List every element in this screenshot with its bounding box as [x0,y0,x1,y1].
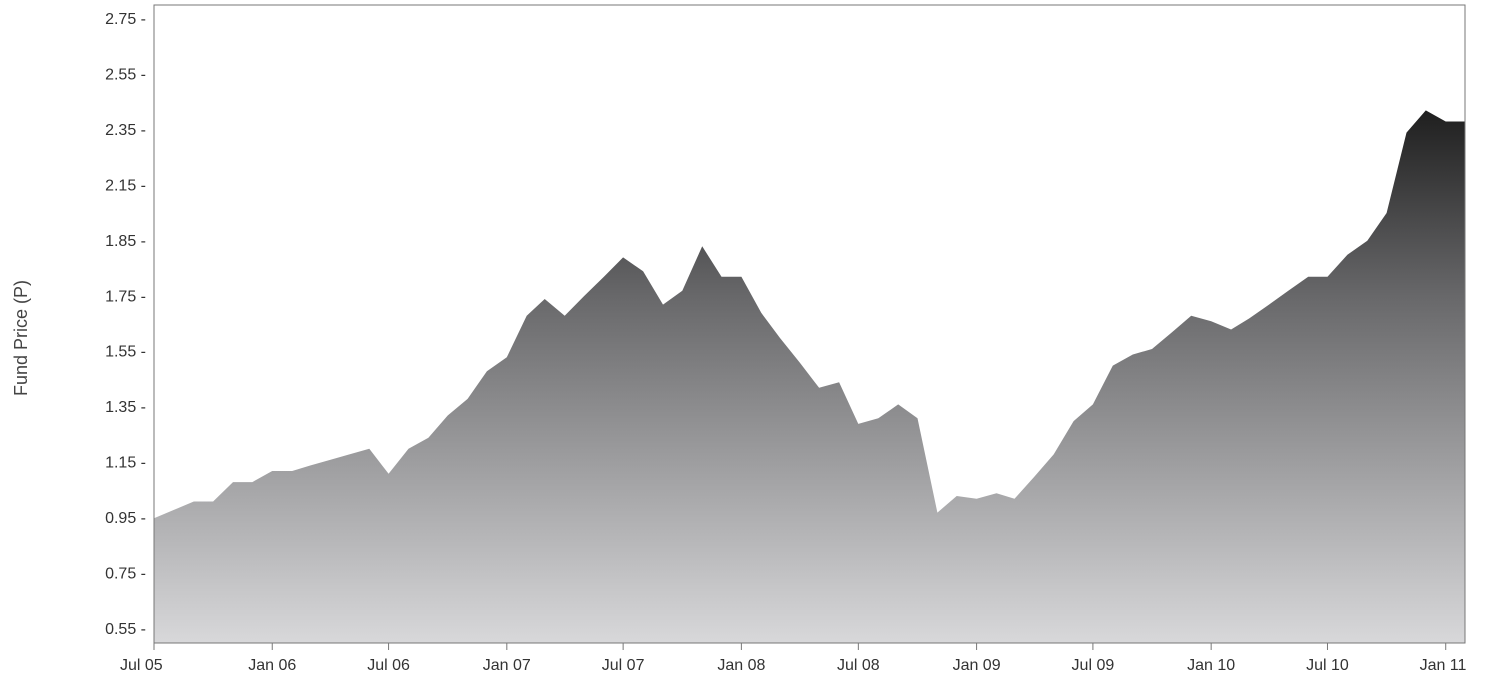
y-tick-label: 2.55 - [105,66,146,83]
plot-area [153,4,1466,644]
y-tick-label: 1.15 - [105,455,146,472]
x-tick-label: Jan 09 [953,657,1001,674]
x-axis-ticks: Jul 05 Jan 06 Jul 06 Jan 07 Jul 07 Jan 08 Jul … [120,643,1467,674]
y-tick-label: 2.35 - [105,122,146,139]
x-tick-label: Jul 08 [837,657,880,674]
x-tick-label: Jan 07 [483,657,531,674]
x-tick-label: Jan 10 [1187,657,1235,674]
y-tick-label: 1.75 - [105,288,146,305]
x-tick-label: Jan 08 [717,657,765,674]
y-tick-label: 1.35 - [105,399,146,416]
x-tick-label: Jul 07 [602,657,645,674]
y-axis-title: Fund Price (P) [11,280,31,396]
x-tick-label: Jan 06 [248,657,296,674]
x-tick-label: Jul 06 [367,657,410,674]
y-tick-label: 0.75 - [105,566,146,583]
y-tick-label: 1.85 - [105,233,146,250]
x-tick-label: Jul 05 [120,657,163,674]
y-tick-label: 2.75 - [105,11,146,28]
fund-price-area [154,110,1465,643]
y-axis-ticks: 0.55 - 0.75 - 0.95 - 1.15 - 1.35 - 1.55 - 1.75… [105,11,146,638]
y-tick-label: 1.55 - [105,344,146,361]
y-tick-label: 0.55 - [105,621,146,638]
y-tick-label: 2.15 - [105,177,146,194]
plot-frame [153,4,1466,644]
x-tick-label: Jan 11 [1420,657,1467,674]
y-tick-label: 0.95 - [105,510,146,527]
x-tick-label: Jul 10 [1306,657,1349,674]
x-tick-label: Jul 09 [1072,657,1115,674]
